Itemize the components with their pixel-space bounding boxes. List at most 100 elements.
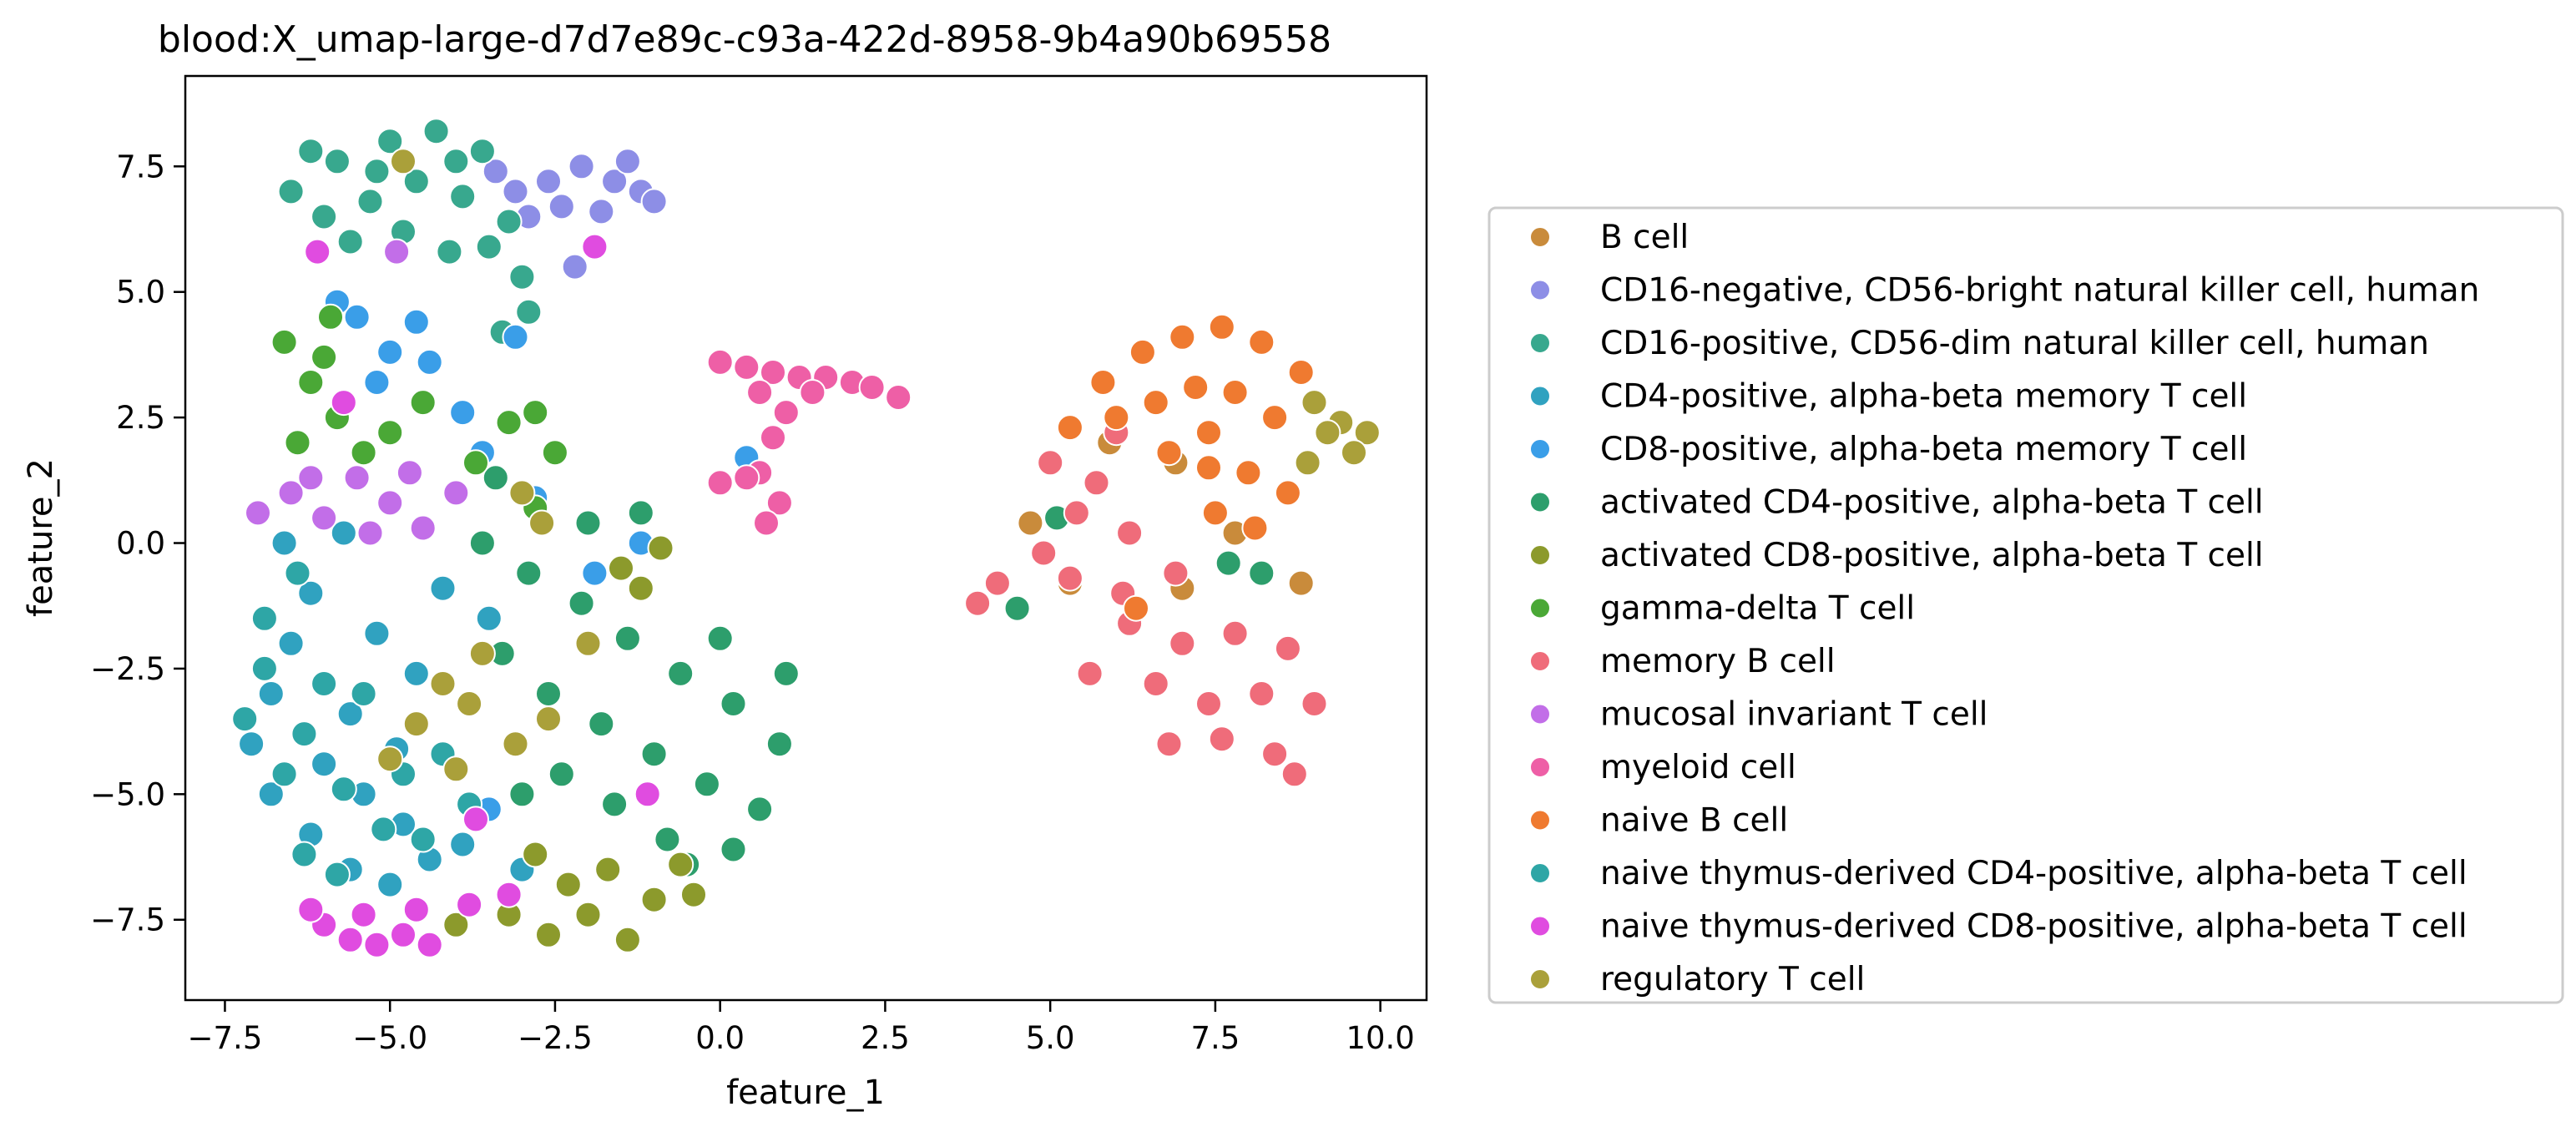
- data-point: [297, 896, 325, 923]
- data-point: [336, 228, 364, 255]
- data-point: [297, 369, 325, 396]
- legend-marker: [1529, 226, 1551, 248]
- data-point: [601, 168, 629, 195]
- data-point: [706, 469, 734, 497]
- data-point: [250, 654, 278, 682]
- data-point: [442, 148, 470, 175]
- data-point: [746, 796, 774, 823]
- data-point: [1076, 659, 1104, 687]
- chart-title: blood:X_umap-large-d7d7e89c-c93a-422d-89…: [158, 18, 1331, 61]
- y-tick-label: −5.0: [90, 776, 165, 812]
- data-point: [614, 624, 641, 652]
- data-point: [508, 781, 536, 808]
- y-tick-label: 2.5: [116, 400, 165, 436]
- data-point: [502, 178, 529, 205]
- legend-item: CD4-positive, alpha-beta memory T cell: [1529, 378, 2247, 416]
- series-group: [245, 238, 470, 547]
- data-point: [1030, 539, 1058, 567]
- plot-frame: [184, 74, 1428, 1002]
- data-point: [402, 896, 430, 923]
- data-point: [588, 198, 615, 225]
- data-point: [376, 745, 404, 773]
- data-point: [1162, 559, 1190, 587]
- data-point: [343, 464, 371, 492]
- legend-item: B cell: [1529, 219, 1689, 256]
- data-point: [363, 619, 391, 647]
- data-point: [640, 740, 668, 768]
- legend-item: CD16-positive, CD56-dim natural killer c…: [1529, 325, 2429, 362]
- data-point: [1221, 619, 1249, 647]
- data-point: [238, 730, 265, 758]
- y-tick-label: 0.0: [116, 526, 165, 562]
- data-point: [858, 374, 886, 401]
- data-point: [1083, 469, 1110, 497]
- data-point: [422, 118, 450, 145]
- legend-item: mucosal invariant T cell: [1529, 696, 1988, 734]
- data-point: [508, 263, 536, 291]
- legend-label: activated CD4-positive, alpha-beta T cel…: [1600, 484, 2264, 522]
- data-point: [416, 348, 443, 376]
- legend-entries: B cell CD16-negative, CD56-bright natural…: [1529, 219, 2479, 998]
- data-point: [343, 303, 371, 331]
- y-tick-label: −7.5: [90, 902, 165, 938]
- data-point: [376, 338, 404, 366]
- legend-item: gamma-delta T cell: [1529, 590, 1915, 628]
- data-point: [522, 399, 549, 427]
- data-point: [290, 720, 318, 748]
- data-point: [311, 670, 338, 697]
- data-point: [765, 489, 793, 517]
- data-point: [627, 574, 654, 602]
- data-point: [1142, 670, 1169, 697]
- data-point: [376, 419, 404, 447]
- data-point: [720, 690, 747, 717]
- data-point: [376, 489, 404, 517]
- data-point: [390, 921, 417, 948]
- x-tick-label: 0.0: [695, 1020, 745, 1056]
- series-group: [297, 233, 661, 958]
- legend-marker: [1529, 862, 1551, 884]
- series-group: [468, 464, 1275, 878]
- data-point: [297, 464, 325, 492]
- data-point: [1123, 594, 1149, 622]
- data-point: [1142, 389, 1169, 417]
- data-point: [1261, 404, 1289, 432]
- series-group: [376, 148, 1381, 783]
- data-point: [311, 343, 338, 371]
- legend-marker: [1529, 332, 1551, 354]
- data-point: [1056, 564, 1083, 592]
- data-point: [436, 238, 463, 265]
- x-tick-label: −7.5: [188, 1020, 263, 1056]
- legend-item: regulatory T cell: [1529, 961, 1865, 998]
- data-point: [409, 389, 437, 417]
- data-point: [1195, 690, 1222, 717]
- data-point: [495, 409, 523, 437]
- y-tick-label: 7.5: [116, 149, 165, 184]
- series-group: [270, 303, 568, 522]
- data-point: [311, 750, 338, 778]
- legend-marker: [1529, 809, 1551, 831]
- data-point: [297, 579, 325, 607]
- data-point: [257, 680, 285, 707]
- data-point: [323, 148, 351, 175]
- data-point: [409, 514, 437, 542]
- data-point: [1003, 594, 1031, 622]
- data-point: [1182, 374, 1210, 401]
- data-point: [390, 148, 417, 175]
- data-point: [350, 680, 377, 707]
- data-point: [356, 519, 384, 547]
- data-point: [581, 233, 609, 260]
- legend-marker: [1529, 385, 1551, 407]
- data-point: [317, 303, 344, 331]
- data-point: [1103, 404, 1130, 432]
- data-point: [363, 158, 391, 185]
- data-point: [515, 559, 543, 587]
- data-point: [350, 901, 377, 928]
- data-point: [277, 479, 305, 507]
- data-points: [231, 118, 1381, 958]
- data-point: [568, 153, 595, 180]
- data-point: [667, 851, 695, 878]
- data-point: [402, 659, 430, 687]
- x-tick-label: 10.0: [1346, 1020, 1414, 1056]
- data-point: [250, 604, 278, 632]
- data-point: [396, 459, 423, 487]
